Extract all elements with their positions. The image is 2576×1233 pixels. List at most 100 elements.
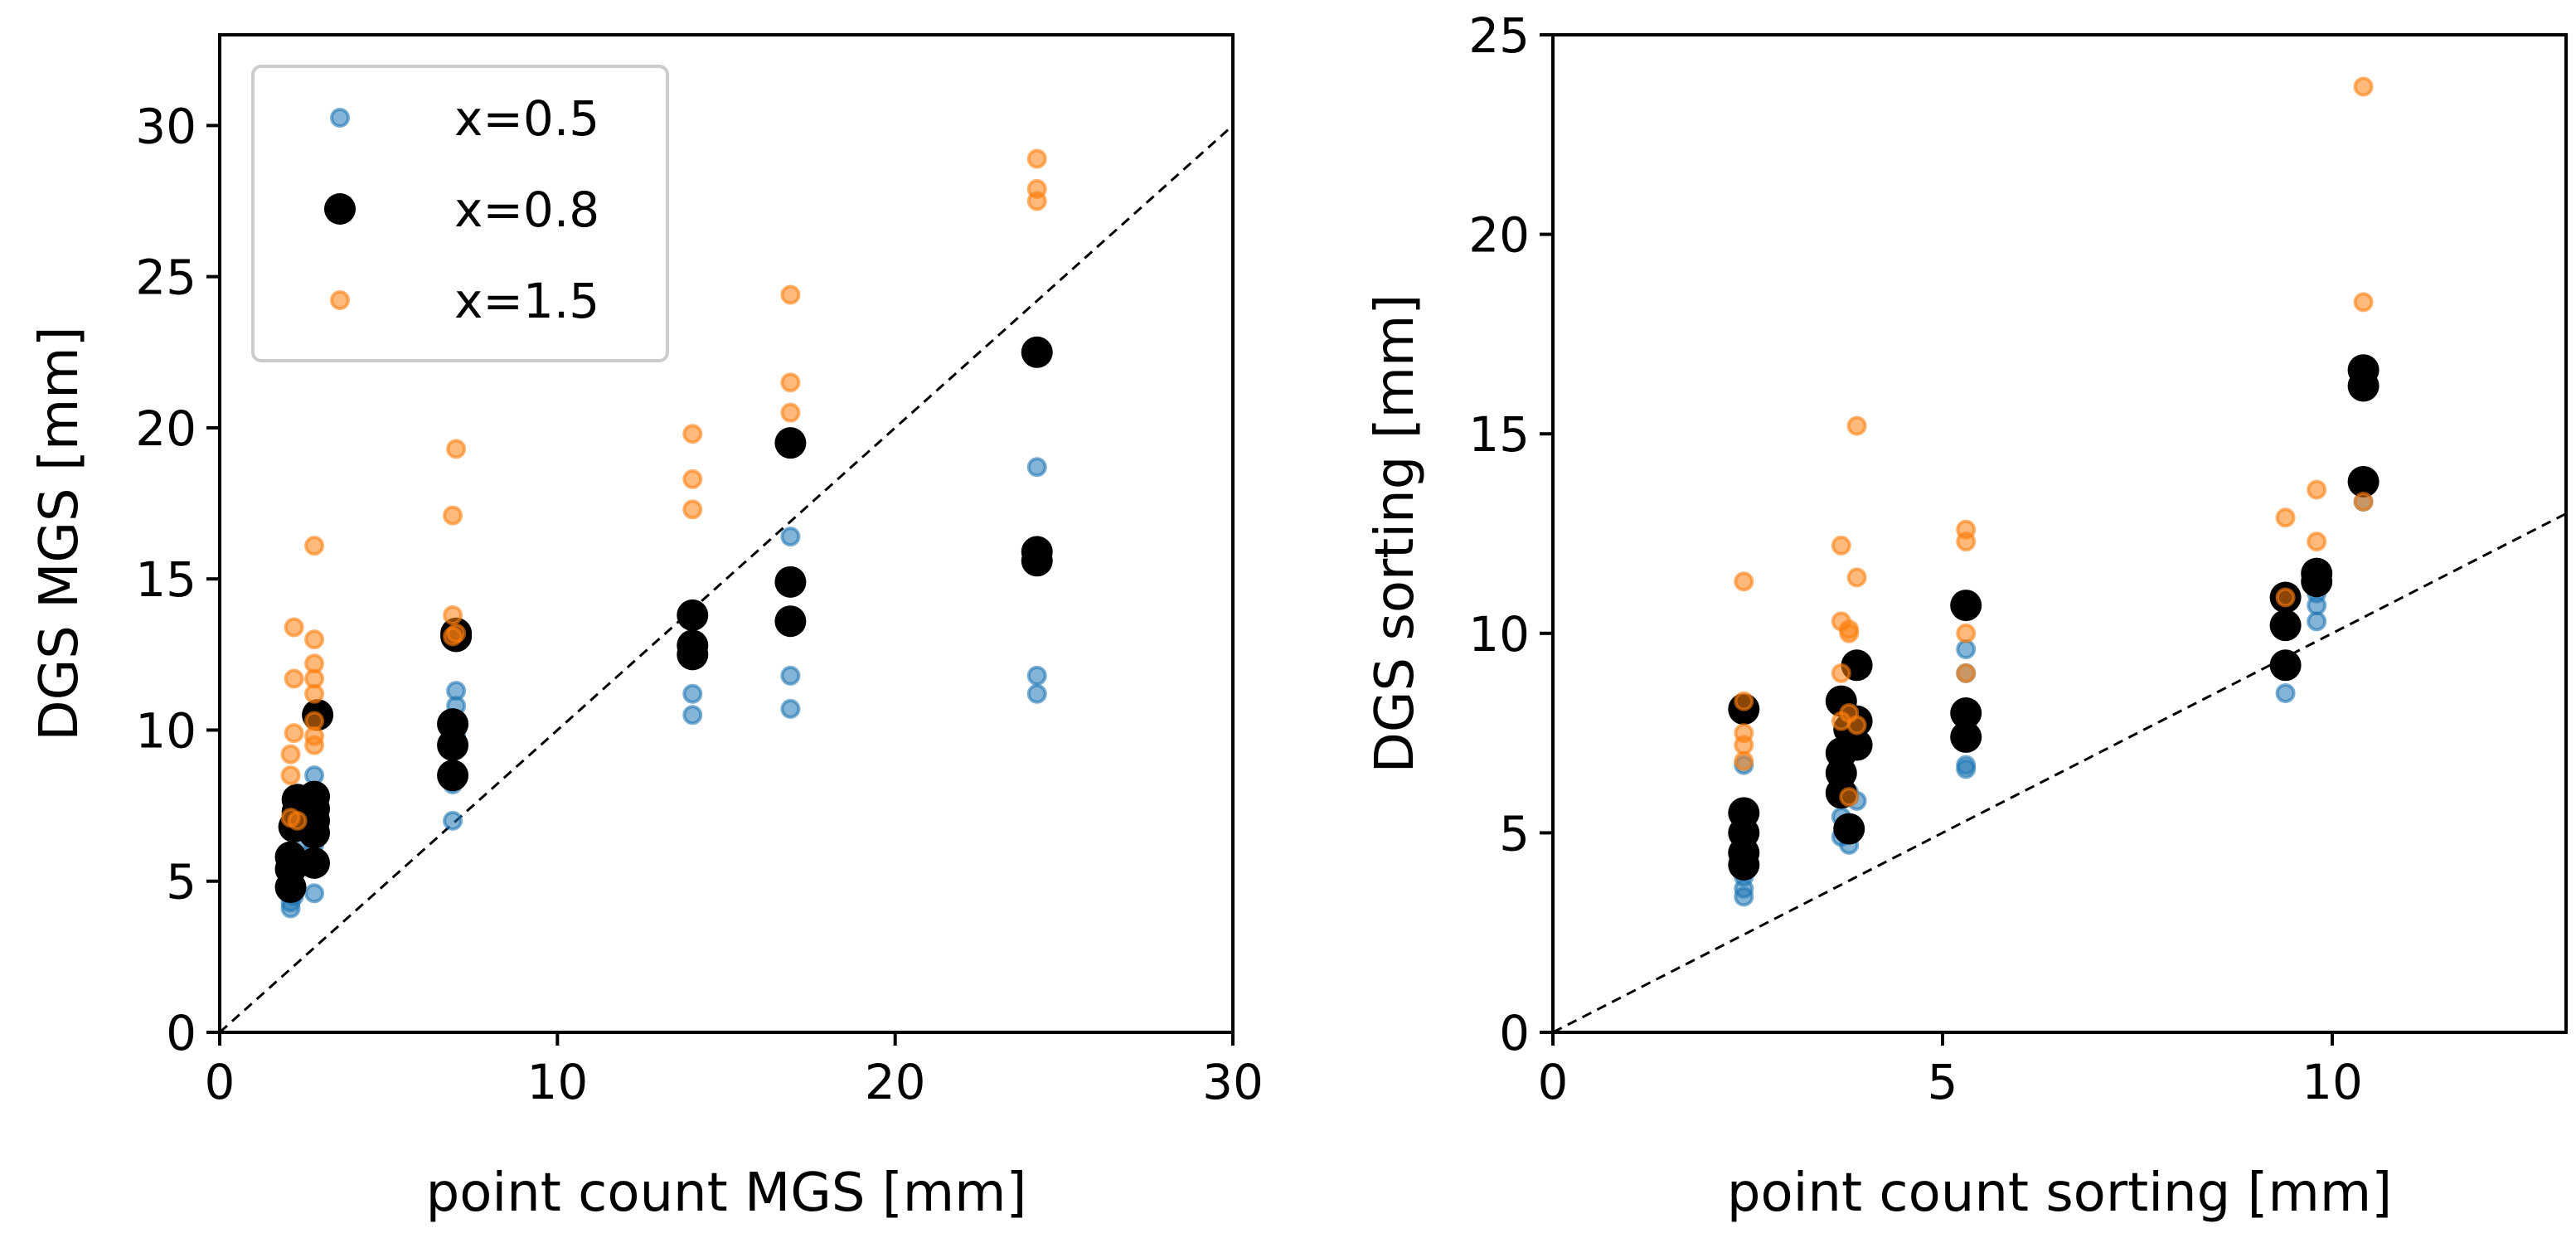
- data-point: [774, 605, 807, 638]
- x-tick-label: 10: [2302, 1054, 2363, 1110]
- data-point: [1846, 715, 1867, 735]
- legend-label-x05: x=0.5: [454, 90, 599, 147]
- data-point: [2353, 492, 2374, 512]
- data-point: [284, 723, 304, 744]
- x-axis-title: point count sorting [mm]: [1727, 1163, 2392, 1224]
- data-point: [280, 765, 301, 786]
- data-point: [2353, 76, 2374, 97]
- legend-label-x08: x=0.8: [454, 182, 599, 238]
- mgs-scatter-panel: 0 10 20 30 0 5 10 15 20 25 30 point count MGS [mm]…: [29, 33, 1264, 1224]
- plot-frame: [1551, 33, 2568, 1034]
- data-point: [1831, 535, 1851, 556]
- data-point: [2347, 465, 2380, 498]
- identity-line: [218, 124, 1235, 1034]
- data-point: [1839, 623, 1860, 643]
- data-point: [1833, 813, 1865, 845]
- y-tick-label: 0: [166, 1005, 196, 1061]
- y-tick-label: 25: [1468, 7, 1530, 64]
- identity-line: [1552, 512, 2567, 1034]
- data-point: [2275, 682, 2296, 703]
- y-tick-label: 20: [1468, 207, 1530, 264]
- data-point: [677, 599, 709, 631]
- data-point: [298, 847, 331, 879]
- data-point: [1956, 663, 1977, 683]
- data-point: [1728, 797, 1760, 829]
- y-tick-label: 5: [1499, 805, 1530, 862]
- data-point: [1734, 750, 1754, 771]
- y-tick-label: 25: [135, 250, 196, 306]
- data-point: [1956, 639, 1977, 660]
- data-point: [284, 617, 304, 638]
- data-point: [2307, 479, 2327, 500]
- series-x-0-5: [280, 457, 1047, 919]
- axis-ticks: 0 10 20 30 0 5 10 15 20 25 30: [135, 98, 1264, 1110]
- data-point: [1831, 663, 1851, 683]
- axis-ticks: 0 5 10 0 5 10 15 20 25: [1468, 7, 2363, 1110]
- data-point: [2353, 292, 2374, 313]
- data-point: [2307, 532, 2327, 552]
- data-point: [287, 810, 308, 831]
- data-point: [437, 760, 469, 792]
- x-tick-label: 0: [1538, 1054, 1569, 1110]
- data-point: [1734, 571, 1754, 592]
- data-point: [1839, 787, 1860, 808]
- legend-label-x15: x=1.5: [454, 273, 599, 329]
- legend-marker-x05: [330, 108, 350, 128]
- data-point: [304, 629, 325, 650]
- data-point: [1956, 519, 1977, 540]
- data-point: [1021, 536, 1053, 568]
- legend-marker-x08: [324, 193, 356, 225]
- data-point: [780, 698, 801, 719]
- series-x-1-5: [280, 148, 1047, 831]
- data-point: [284, 668, 304, 689]
- data-point: [443, 810, 463, 831]
- data-point: [682, 499, 703, 520]
- data-point: [280, 744, 301, 765]
- y-axis-title: DGS MGS [mm]: [29, 326, 90, 740]
- data-point: [2269, 609, 2302, 642]
- data-point: [1846, 567, 1867, 588]
- y-tick-label: 10: [1468, 606, 1530, 663]
- legend: x=0.5 x=0.8 x=1.5: [251, 65, 669, 362]
- data-point: [677, 629, 709, 662]
- data-point: [443, 505, 463, 526]
- data-point: [1846, 415, 1867, 436]
- y-tick-label: 30: [135, 98, 196, 154]
- data-point: [304, 653, 325, 674]
- data-point: [1026, 148, 1047, 169]
- data-point: [780, 284, 801, 305]
- data-point: [304, 711, 325, 731]
- y-tick-label: 15: [1468, 406, 1530, 463]
- data-point: [2275, 587, 2296, 608]
- data-point: [446, 623, 467, 643]
- plot-frame: [218, 33, 1235, 1034]
- data-point: [2307, 611, 2327, 632]
- data-point: [437, 708, 469, 740]
- x-tick-label: 30: [1202, 1054, 1264, 1110]
- data-point: [274, 841, 307, 873]
- data-point: [1950, 590, 1982, 622]
- data-point: [446, 439, 467, 459]
- data-point: [780, 665, 801, 686]
- data-point: [1026, 665, 1047, 686]
- data-point: [304, 536, 325, 556]
- data-point: [1026, 178, 1047, 199]
- data-point: [1950, 697, 1982, 730]
- data-point: [1841, 729, 1873, 761]
- data-point: [682, 683, 703, 704]
- data-point: [1734, 691, 1754, 711]
- x-tick-label: 5: [1928, 1054, 1958, 1110]
- data-point: [2275, 507, 2296, 528]
- data-point: [780, 402, 801, 423]
- x-tick-label: 20: [865, 1054, 926, 1110]
- data-point: [780, 527, 801, 547]
- data-point: [2301, 557, 2333, 590]
- data-point: [2269, 649, 2302, 682]
- data-point: [1026, 457, 1047, 478]
- x-axis-title: point count MGS [mm]: [426, 1163, 1027, 1224]
- data-point: [774, 566, 807, 598]
- data-point: [443, 604, 463, 625]
- y-tick-label: 5: [166, 854, 196, 910]
- y-tick-label: 10: [135, 702, 196, 759]
